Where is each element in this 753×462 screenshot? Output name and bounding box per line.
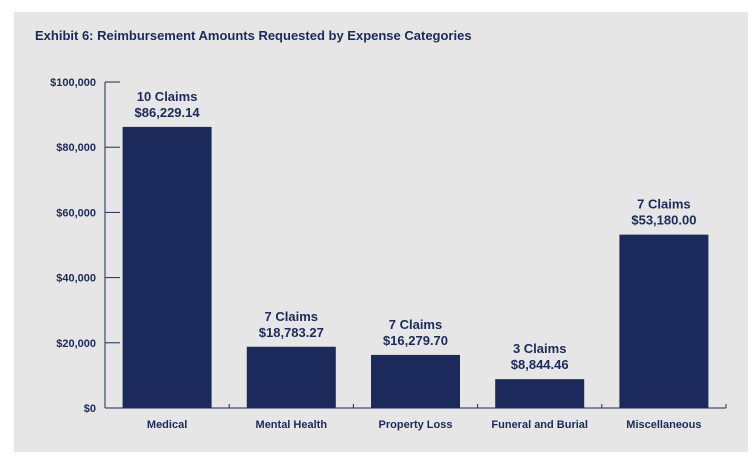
x-category-label: Miscellaneous	[626, 419, 701, 431]
y-tick-label: $0	[84, 403, 96, 415]
y-tick-label: $40,000	[56, 273, 96, 285]
y-tick-label: $60,000	[56, 207, 96, 219]
data-label-amount: $53,180.00	[631, 213, 696, 228]
y-tick-label: $100,000	[50, 77, 96, 89]
bar-mental-health	[246, 346, 336, 408]
data-label-amount: $8,844.46	[511, 357, 569, 372]
data-label-claims: 7 Claims	[389, 317, 442, 332]
chart-panel: Exhibit 6: Reimbursement Amounts Request…	[14, 12, 748, 452]
bar-funeral-and-burial	[495, 379, 585, 408]
bar-medical	[122, 126, 212, 408]
data-label-claims: 3 Claims	[513, 341, 566, 356]
y-tick-label: $80,000	[56, 142, 96, 154]
chart-title: Exhibit 6: Reimbursement Amounts Request…	[35, 28, 472, 43]
data-label-amount: $18,783.27	[259, 325, 324, 340]
bar-chart: $0 $20,000 $40,000 $60,000 $80,000 $100,000 M…	[50, 77, 727, 431]
data-label-claims: 7 Claims	[637, 197, 690, 212]
x-category-label: Mental Health	[256, 419, 328, 431]
bar-miscellaneous	[619, 234, 709, 408]
data-label-amount: $86,229.14	[135, 105, 201, 120]
data-label-claims: 7 Claims	[265, 309, 318, 324]
y-tick-label: $20,000	[56, 338, 96, 350]
x-category-label: Property Loss	[379, 419, 453, 431]
data-label-claims: 10 Claims	[137, 89, 198, 104]
data-label-amount: $16,279.70	[383, 333, 448, 348]
x-category-label: Funeral and Burial	[491, 419, 588, 431]
bar-property-loss	[371, 354, 460, 408]
x-category-label: Medical	[147, 419, 187, 431]
